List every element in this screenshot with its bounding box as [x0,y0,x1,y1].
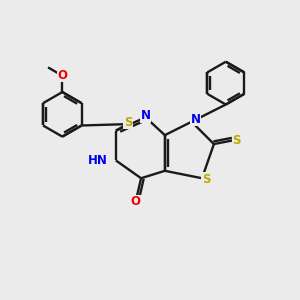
Text: S: S [124,116,133,129]
Text: S: S [202,173,210,186]
Text: O: O [57,69,67,82]
Text: N: N [191,113,201,126]
Text: HN: HN [88,154,107,167]
Text: S: S [232,134,241,147]
Text: N: N [140,109,151,122]
Text: O: O [130,195,140,208]
